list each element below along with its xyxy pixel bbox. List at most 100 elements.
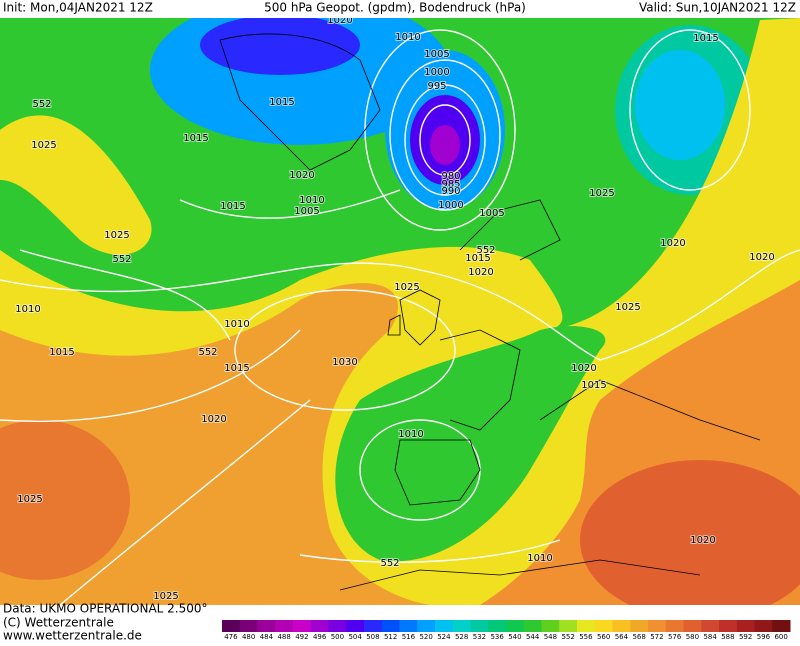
colorbar-swatch: [293, 620, 312, 632]
colorbar-swatch: [470, 620, 489, 632]
colorbar-label: 552: [561, 633, 574, 641]
colorbar-label: 520: [419, 633, 432, 641]
colorbar-swatch: [719, 620, 738, 632]
website: www.wetterzentrale.de: [3, 629, 142, 643]
isobar-label: 1030: [332, 357, 357, 368]
colorbar-swatch: [275, 620, 294, 632]
field-purple: [430, 125, 460, 165]
isobar-label: 1005: [424, 49, 449, 60]
header-bar: [0, 0, 800, 18]
isobar-label: 1015: [224, 363, 249, 374]
isobar: [419, 104, 471, 176]
colorbar-swatch: [399, 620, 418, 632]
isobar-label: 1025: [17, 494, 42, 505]
isobar-label: 1015: [269, 97, 294, 108]
isobar-label: 990: [441, 186, 460, 197]
isobar-label: 1020: [749, 252, 774, 263]
colorbar-swatch: [701, 620, 720, 632]
isobar: [0, 249, 800, 361]
isobars: [0, 29, 800, 606]
isobar-label: 1025: [104, 230, 129, 241]
isobar-label: 1010: [398, 429, 423, 440]
isobar-label: 1015: [693, 33, 718, 44]
colorbar-swatch: [346, 620, 365, 632]
isobar: [0, 329, 301, 422]
colorbar-label: 496: [313, 633, 327, 641]
colorbar-label: 484: [260, 633, 274, 641]
colorbar-label: 568: [632, 633, 645, 641]
isobar-label: 552: [32, 99, 51, 110]
colorbar-label: 580: [686, 633, 699, 641]
isobar: [179, 189, 401, 219]
isobar: [59, 399, 311, 606]
colorbar-label: 480: [242, 633, 255, 641]
colorbar-swatch: [328, 620, 347, 632]
isobar-label: 995: [427, 81, 446, 92]
colorbar-label: 600: [774, 633, 787, 641]
coastline: [439, 329, 521, 431]
isobar-label: 552: [198, 347, 217, 358]
colorbar-label: 572: [650, 633, 663, 641]
isobar-label: 1015: [220, 201, 245, 212]
isobar-label: 1025: [153, 591, 178, 602]
colorbar-swatch: [754, 620, 773, 632]
isobar: [404, 84, 486, 196]
colorbar-label: 492: [295, 633, 308, 641]
isobar-label: 1010: [527, 553, 552, 564]
colorbar-swatch: [736, 620, 755, 632]
colorbar-label: 500: [331, 633, 344, 641]
copyright: (C) Wetterzentrale: [3, 616, 114, 630]
isobar-labels: 1020101010201015100510009955521015102510…: [14, 8, 775, 603]
isobar-label: 1010: [299, 195, 324, 206]
colorbar-swatch: [612, 620, 631, 632]
isobar-label: 1020: [690, 535, 715, 546]
isobar-label: 1020: [660, 238, 685, 249]
colorbar-swatch: [523, 620, 542, 632]
colorbar-swatch: [772, 620, 791, 632]
colorbar-label: 540: [508, 633, 521, 641]
colorbar-label: 576: [668, 633, 682, 641]
colorbar-label: 536: [490, 633, 504, 641]
coastline: [339, 559, 701, 591]
isobar-label: 552: [476, 245, 495, 256]
isobar-label: 1025: [394, 282, 419, 293]
colorbar-label: 508: [366, 633, 379, 641]
isobar: [234, 289, 456, 411]
field-yellow: [0, 115, 152, 255]
isobar-label: 1015: [581, 380, 606, 391]
colorbar-label: 560: [597, 633, 610, 641]
colorbar-swatch: [541, 620, 560, 632]
isobar-label: 1020: [571, 363, 596, 374]
colorbar-label: 476: [224, 633, 238, 641]
colorbar-swatch: [452, 620, 471, 632]
isobar-label: 1010: [224, 319, 249, 330]
colorbar-label: 596: [757, 633, 771, 641]
coastline: [219, 33, 381, 171]
init-time: Init: Mon,04JAN2021 12Z: [3, 1, 153, 15]
isobar-label: 1015: [49, 347, 74, 358]
isobar-label: 1010: [395, 32, 420, 43]
isobar-label: 1025: [615, 302, 640, 313]
isobar-label: 1025: [31, 140, 56, 151]
isobar-label: 552: [380, 558, 399, 569]
isobar-label: 1010: [15, 304, 40, 315]
isobar-label: 1020: [201, 414, 226, 425]
isobar-label: 1000: [424, 67, 449, 78]
colorbar-label: 548: [544, 633, 557, 641]
colorbar-label: 592: [739, 633, 752, 641]
coastline: [394, 439, 481, 506]
colorbar-swatch: [364, 620, 383, 632]
isobar-label: 980: [441, 171, 460, 182]
isobar-label: 1015: [183, 133, 208, 144]
isobar-label: 1015: [465, 253, 490, 264]
colorbar-label: 588: [721, 633, 734, 641]
isobar-label: 1005: [479, 208, 504, 219]
colorbar-swatch: [435, 620, 454, 632]
isobar-label: 1025: [589, 188, 614, 199]
colorbar-swatch: [257, 620, 276, 632]
data-source: Data: UKMO OPERATIONAL 2.500°: [3, 602, 208, 616]
colorbar-swatch: [665, 620, 684, 632]
isobar-label: 1000: [438, 200, 463, 211]
colorbar-swatch: [381, 620, 400, 632]
colorbar-swatch: [594, 620, 613, 632]
